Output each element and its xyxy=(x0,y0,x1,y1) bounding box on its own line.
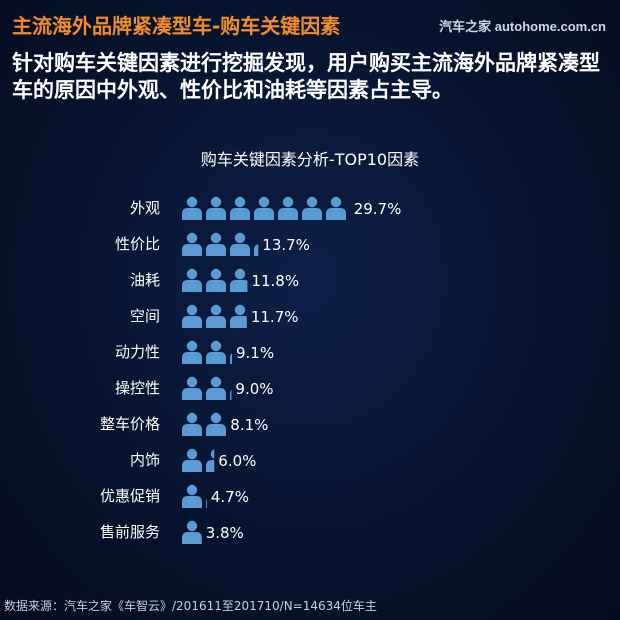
person-icon xyxy=(206,232,226,256)
chart-title: 购车关键因素分析-TOP10因素 xyxy=(200,150,420,169)
person-icon xyxy=(206,268,226,292)
category-label: 动力性 xyxy=(115,343,160,361)
value-label: 29.7% xyxy=(354,200,402,218)
value-bar xyxy=(182,196,346,220)
value-bar xyxy=(182,268,248,292)
value-label: 6.0% xyxy=(218,452,256,470)
value-label: 9.1% xyxy=(236,344,274,362)
category-label: 优惠促销 xyxy=(100,487,160,505)
person-icon xyxy=(182,196,202,220)
person-icon xyxy=(206,304,226,328)
person-icon xyxy=(230,304,247,328)
value-bar xyxy=(182,448,215,472)
person-icon xyxy=(254,244,259,256)
person-icon xyxy=(182,520,202,544)
value-label: 11.8% xyxy=(251,272,299,290)
person-icon xyxy=(206,340,226,364)
category-label: 售前服务 xyxy=(100,523,160,541)
value-bar xyxy=(182,376,232,400)
person-icon xyxy=(230,268,248,292)
value-bar xyxy=(182,484,207,508)
person-icon xyxy=(302,196,322,220)
person-icon xyxy=(182,340,202,364)
person-icon xyxy=(206,196,226,220)
person-icon xyxy=(182,376,202,400)
person-icon xyxy=(206,498,207,508)
value-bar xyxy=(182,232,259,256)
value-bar xyxy=(182,412,226,436)
person-icon xyxy=(182,412,202,436)
category-label: 油耗 xyxy=(130,271,160,289)
page-subtitle: 针对购车关键因素进行挖掘发现，用户购买主流海外品牌紧凑型车的原因中外观、性价比和… xyxy=(12,51,600,102)
person-icon xyxy=(278,196,298,220)
value-label: 13.7% xyxy=(262,236,310,254)
category-label: 空间 xyxy=(130,307,160,325)
person-icon xyxy=(206,376,226,400)
category-label: 操控性 xyxy=(115,379,160,397)
value-label: 8.1% xyxy=(230,416,268,434)
category-label: 外观 xyxy=(130,199,160,217)
person-icon xyxy=(230,353,232,364)
person-icon xyxy=(206,412,226,436)
person-icon xyxy=(230,232,250,256)
category-label: 内饰 xyxy=(130,451,160,469)
person-icon xyxy=(182,448,202,472)
brand-logo: 汽车之家 autohome.com.cn xyxy=(439,19,606,34)
page-title: 主流海外品牌紧凑型车-购车关键因素 xyxy=(12,14,341,38)
person-icon xyxy=(206,449,215,472)
category-label: 整车价格 xyxy=(100,415,160,433)
person-icon xyxy=(182,484,202,508)
person-icon xyxy=(230,196,250,220)
person-icon xyxy=(182,304,202,328)
value-label: 3.8% xyxy=(206,524,244,542)
person-icon xyxy=(254,196,274,220)
data-source-note: 数据来源：汽车之家《车智云》/201611至201710/N=14634位车主 xyxy=(4,599,377,613)
value-bar xyxy=(182,304,247,328)
value-label: 11.7% xyxy=(251,308,299,326)
value-bar xyxy=(182,340,232,364)
person-icon xyxy=(230,389,232,400)
value-label: 4.7% xyxy=(211,488,249,506)
person-icon xyxy=(326,196,346,220)
value-bar xyxy=(182,520,202,544)
person-icon xyxy=(182,232,202,256)
value-label: 9.0% xyxy=(235,380,273,398)
person-icon xyxy=(182,268,202,292)
pictograph-bar-chart: 外观 29.7% 性价比 13.7% 油耗 11.8% 空间 11.7% 动力性 9.1% 操控性 9… xyxy=(100,196,402,544)
category-label: 性价比 xyxy=(115,235,160,253)
